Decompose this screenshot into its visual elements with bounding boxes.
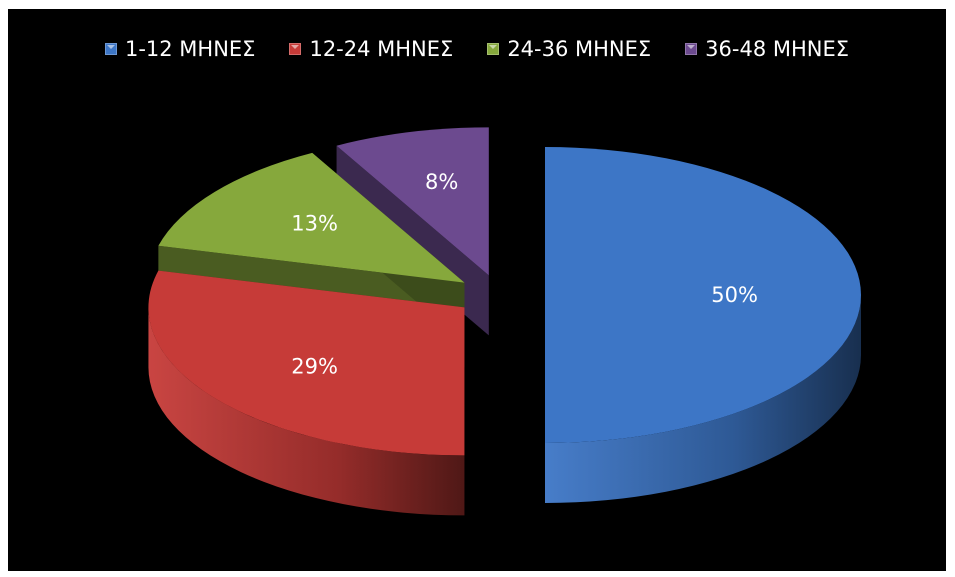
legend-label-36-48: 36-48 ΜΗΝΕΣ (705, 37, 850, 61)
legend-label-1-12: 1-12 ΜΗΝΕΣ (124, 37, 256, 61)
legend-swatch-1-12 (104, 43, 117, 55)
data-label-0: 50% (711, 283, 758, 307)
legend-item-12-24: 12-24 ΜΗΝΕΣ (289, 37, 453, 61)
legend-label-24-36: 24-36 ΜΗΝΕΣ (507, 37, 652, 61)
legend-item-24-36: 24-36 ΜΗΝΕΣ (487, 37, 651, 61)
pie-slice-1 (148, 270, 465, 516)
pie-chart: 50% 29% 13% 8% (148, 127, 861, 516)
chart-area: 1-12 ΜΗΝΕΣ 12-24 ΜΗΝΕΣ 24-36 ΜΗΝΕΣ 36-48… (8, 9, 946, 571)
pie-slice-top-1 (148, 270, 465, 456)
legend-swatch-12-24 (289, 43, 302, 55)
pie-slice-side-0 (545, 295, 861, 503)
data-label-1: 29% (291, 354, 338, 378)
pie-slice-side-1 (148, 307, 465, 516)
pie-slice-top-0 (545, 147, 861, 443)
pie-slice-top-3 (336, 127, 489, 276)
legend-swatch-24-36 (487, 43, 500, 55)
legend-item-36-48: 36-48 ΜΗΝΕΣ (685, 37, 849, 61)
data-label-3: 8% (425, 170, 458, 194)
pie-slice-top-2 (158, 152, 465, 283)
pie-slice-0 (545, 147, 861, 503)
legend-item-1-12: 1-12 ΜΗΝΕΣ (104, 37, 256, 61)
data-label-2: 13% (291, 212, 338, 236)
legend-label-12-24: 12-24 ΜΗΝΕΣ (309, 37, 454, 61)
legend-swatch-36-48 (685, 43, 698, 55)
legend: 1-12 ΜΗΝΕΣ 12-24 ΜΗΝΕΣ 24-36 ΜΗΝΕΣ 36-48… (8, 35, 946, 63)
